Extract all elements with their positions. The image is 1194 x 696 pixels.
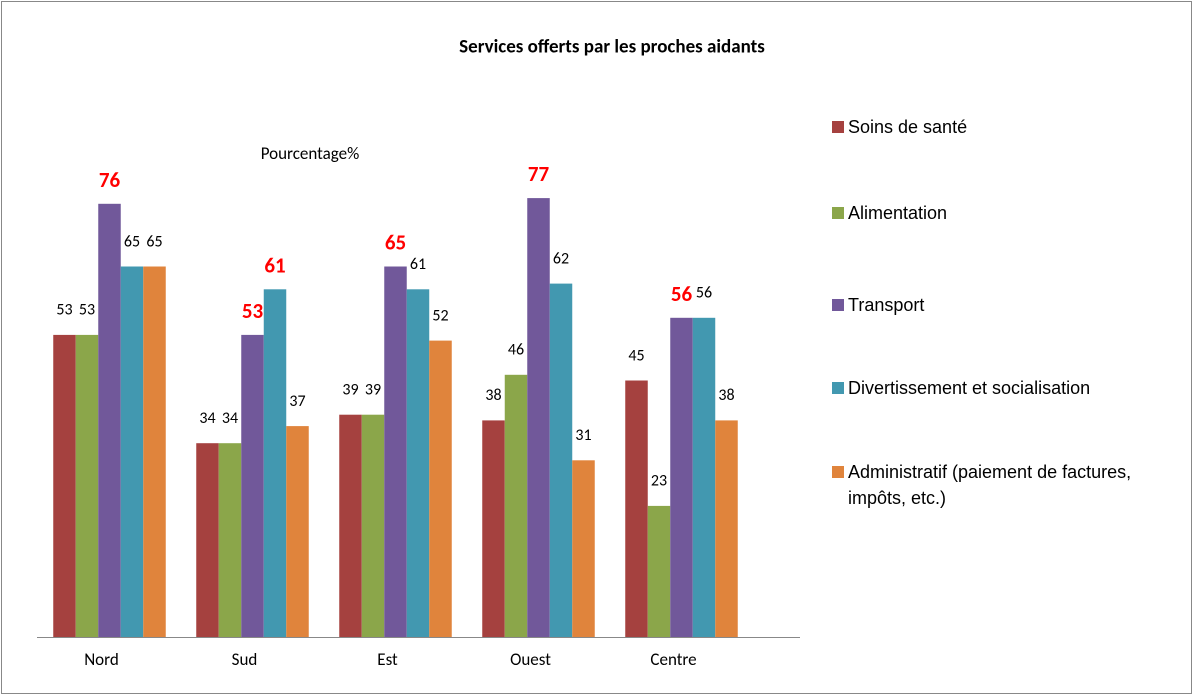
x-tick-label: Est [377, 649, 398, 670]
value-label: 53 [56, 301, 72, 320]
bar [361, 414, 385, 637]
value-label: 77 [528, 161, 550, 187]
bar [715, 420, 738, 637]
legend-item: Transport [830, 292, 1142, 318]
legend-label: Soins de santé [848, 117, 968, 137]
x-tick-label: Centre [650, 649, 696, 670]
value-label: 76 [99, 167, 121, 193]
legend-swatch [832, 299, 844, 311]
bar [527, 198, 550, 637]
bar [286, 426, 309, 637]
value-label: 62 [553, 249, 569, 268]
legend-item: Soins de santé [830, 114, 1142, 140]
value-label: 46 [508, 341, 524, 360]
legend-label: Administratif (paiement de factures, imp… [848, 462, 1132, 508]
value-label: 45 [628, 346, 644, 365]
value-label: 56 [671, 281, 693, 307]
bar [53, 334, 76, 637]
value-label: 39 [342, 381, 358, 400]
value-label: 31 [575, 426, 591, 445]
legend-label: Alimentation [848, 203, 948, 223]
bar [670, 317, 693, 637]
bar [241, 334, 264, 637]
legend-item: Divertissement et socialisation [830, 375, 1142, 401]
value-label: 53 [242, 298, 264, 324]
value-label: 56 [696, 284, 712, 303]
bar [143, 266, 166, 637]
bar [98, 203, 121, 638]
value-label: 38 [718, 386, 734, 405]
bar [504, 374, 528, 637]
value-label: 65 [124, 232, 140, 251]
legend-item: Administratif (paiement de factures, imp… [830, 459, 1142, 511]
x-tick-label: Ouest [510, 649, 551, 670]
value-label: 65 [146, 232, 162, 251]
chart-title: Services offerts par les proches aidants [459, 36, 765, 59]
bar [625, 380, 648, 637]
value-label: 39 [365, 381, 381, 400]
bar [572, 460, 595, 637]
legend-swatch [832, 121, 844, 133]
bar [406, 289, 430, 637]
legend-item: Alimentation [830, 200, 1142, 226]
value-label: 52 [432, 306, 448, 325]
value-label: 65 [385, 230, 406, 256]
bar [429, 340, 452, 637]
value-label: 37 [289, 392, 305, 411]
bar [482, 420, 505, 637]
x-tick-label: Sud [232, 649, 258, 670]
y-axis-label: Pourcentage% [261, 143, 360, 164]
bar [692, 317, 716, 637]
value-label: 53 [79, 301, 95, 320]
value-label: 61 [410, 255, 426, 274]
value-label: 34 [199, 409, 215, 428]
legend-swatch [832, 382, 844, 394]
bar [120, 266, 144, 637]
bar [218, 443, 242, 637]
bar [549, 283, 573, 637]
legend-swatch [832, 207, 844, 219]
value-label: 38 [485, 386, 501, 405]
x-tick-label: Nord [84, 649, 119, 670]
legend-label: Transport [848, 295, 925, 315]
bar [196, 443, 219, 637]
value-label: 34 [222, 409, 238, 428]
legend-swatch [832, 466, 844, 478]
value-label: 23 [651, 472, 667, 491]
bar [647, 505, 671, 637]
bar [339, 414, 362, 637]
bar [263, 289, 287, 637]
value-label: 61 [264, 252, 285, 278]
legend-label: Divertissement et socialisation [848, 378, 1091, 398]
bar [75, 334, 99, 637]
bar [384, 266, 407, 637]
